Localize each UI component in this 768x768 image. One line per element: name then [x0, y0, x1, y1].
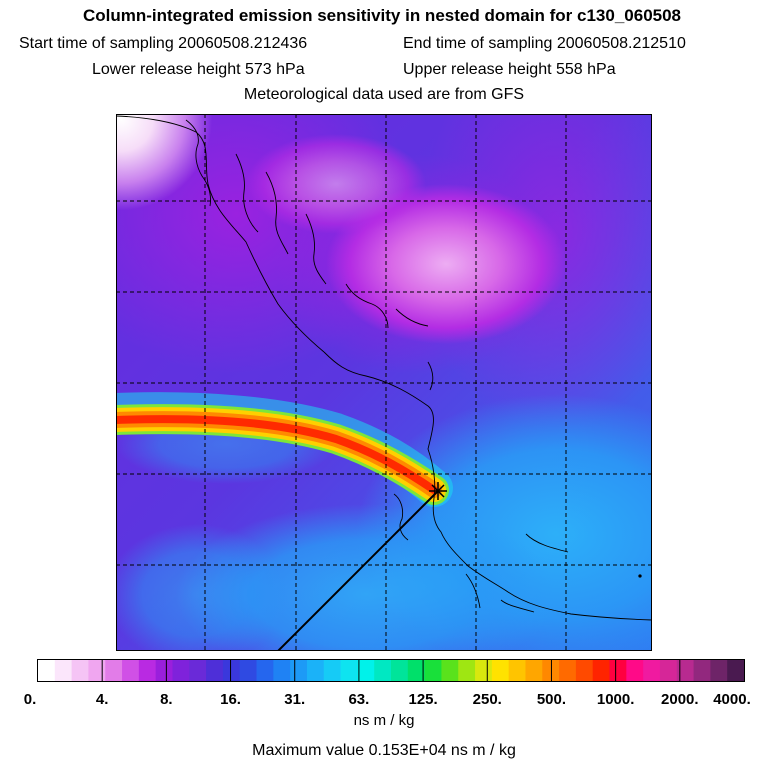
colorbar-cell — [643, 660, 661, 682]
colorbar-tick-label: 4000. — [713, 691, 751, 708]
map-svg — [116, 114, 652, 651]
colorbar-cell — [122, 660, 140, 682]
colorbar-cell — [273, 660, 291, 682]
colorbar-cell — [727, 660, 745, 682]
colorbar-cell — [189, 660, 207, 682]
colorbar-cell — [609, 660, 627, 682]
colorbar-units-label: ns m / kg — [353, 712, 415, 729]
colorbar-cell — [256, 660, 274, 682]
colorbar-cell — [592, 660, 611, 682]
colorbar-tick-label: 8. — [160, 691, 173, 708]
colorbar-cell — [155, 660, 174, 682]
lower-release-label: Lower release height 573 hPa — [92, 61, 305, 78]
colorbar-tick-label: 4. — [96, 691, 109, 708]
colorbar-cell — [357, 660, 375, 682]
colorbar-cell — [407, 660, 426, 682]
sensitivity-map — [116, 114, 652, 651]
emission-plume — [116, 415, 438, 494]
colorbar-cell — [138, 660, 157, 682]
colorbar-cell — [290, 660, 308, 682]
release-point-marker — [429, 482, 447, 500]
lat-lon-grid — [116, 114, 652, 651]
colorbar-tick-label: 500. — [537, 691, 566, 708]
colorbar-tick-label: 2000. — [661, 691, 699, 708]
colorbar-cell — [508, 660, 527, 682]
colorbar-cell — [239, 660, 258, 682]
colorbar-tick-label: 1000. — [597, 691, 635, 708]
chart-title: Column-integrated emission sensitivity i… — [82, 6, 682, 25]
colorbar-cell — [458, 660, 476, 682]
colorbar-cell — [222, 660, 241, 682]
met-data-label: Meteorological data used are from GFS — [243, 86, 525, 103]
end-time-label: End time of sampling 20060508.212510 — [403, 35, 686, 52]
colorbar-cell — [710, 660, 728, 682]
colorbar-cell — [693, 660, 711, 682]
colorbar-ticks — [101, 660, 681, 682]
colorbar-frame — [37, 659, 745, 682]
colorbar-cell — [424, 660, 443, 682]
colorbar-cell — [38, 660, 56, 682]
colorbar: 0. 4. 8. 16. 31. 63. 125. 250. 500. 1000. 2000. 400… — [24, 659, 751, 708]
colorbar-tick-label: 125. — [408, 691, 437, 708]
colorbar-cell — [306, 660, 325, 682]
colorbar-cell — [54, 660, 73, 682]
colorbar-cell — [71, 660, 90, 682]
upper-release-label: Upper release height 558 hPa — [403, 61, 616, 78]
colorbar-cell — [206, 660, 224, 682]
colorbar-cell — [105, 660, 123, 682]
colorbar-cell — [374, 660, 392, 682]
colorbar-cell — [475, 660, 493, 682]
colorbar-cell — [626, 660, 644, 682]
colorbar-tick-label: 250. — [473, 691, 502, 708]
colorbar-cell — [441, 660, 459, 682]
colorbar-tick-label: 31. — [284, 691, 305, 708]
colorbar-cell — [340, 660, 358, 682]
colorbar-tick-label: 0. — [24, 691, 37, 708]
colorbar-cell — [659, 660, 678, 682]
colorbar-cell — [559, 660, 577, 682]
colorbar-tick-label: 16. — [220, 691, 241, 708]
colorbar-cell — [88, 660, 106, 682]
start-time-label: Start time of sampling 20060508.212436 — [19, 35, 308, 52]
white-corner-region — [116, 114, 376, 374]
map-frame — [116, 114, 652, 651]
colorbar-cells — [38, 660, 745, 682]
flight-track — [277, 490, 439, 651]
colorbar-cell — [676, 660, 695, 682]
colorbar-cell — [323, 660, 342, 682]
coastlines — [116, 115, 652, 621]
colorbar-cell — [491, 660, 510, 682]
colorbar-tick-label: 63. — [348, 691, 369, 708]
colorbar-cell — [575, 660, 594, 682]
colorbar-tick-labels: 0. 4. 8. 16. 31. 63. 125. 250. 500. 1000. 2000. 400… — [24, 691, 751, 708]
maximum-value-label: Maximum value 0.153E+04 ns m / kg — [252, 742, 516, 759]
colorbar-cell — [525, 660, 543, 682]
colorbar-cell — [391, 660, 409, 682]
colorbar-cell — [172, 660, 190, 682]
